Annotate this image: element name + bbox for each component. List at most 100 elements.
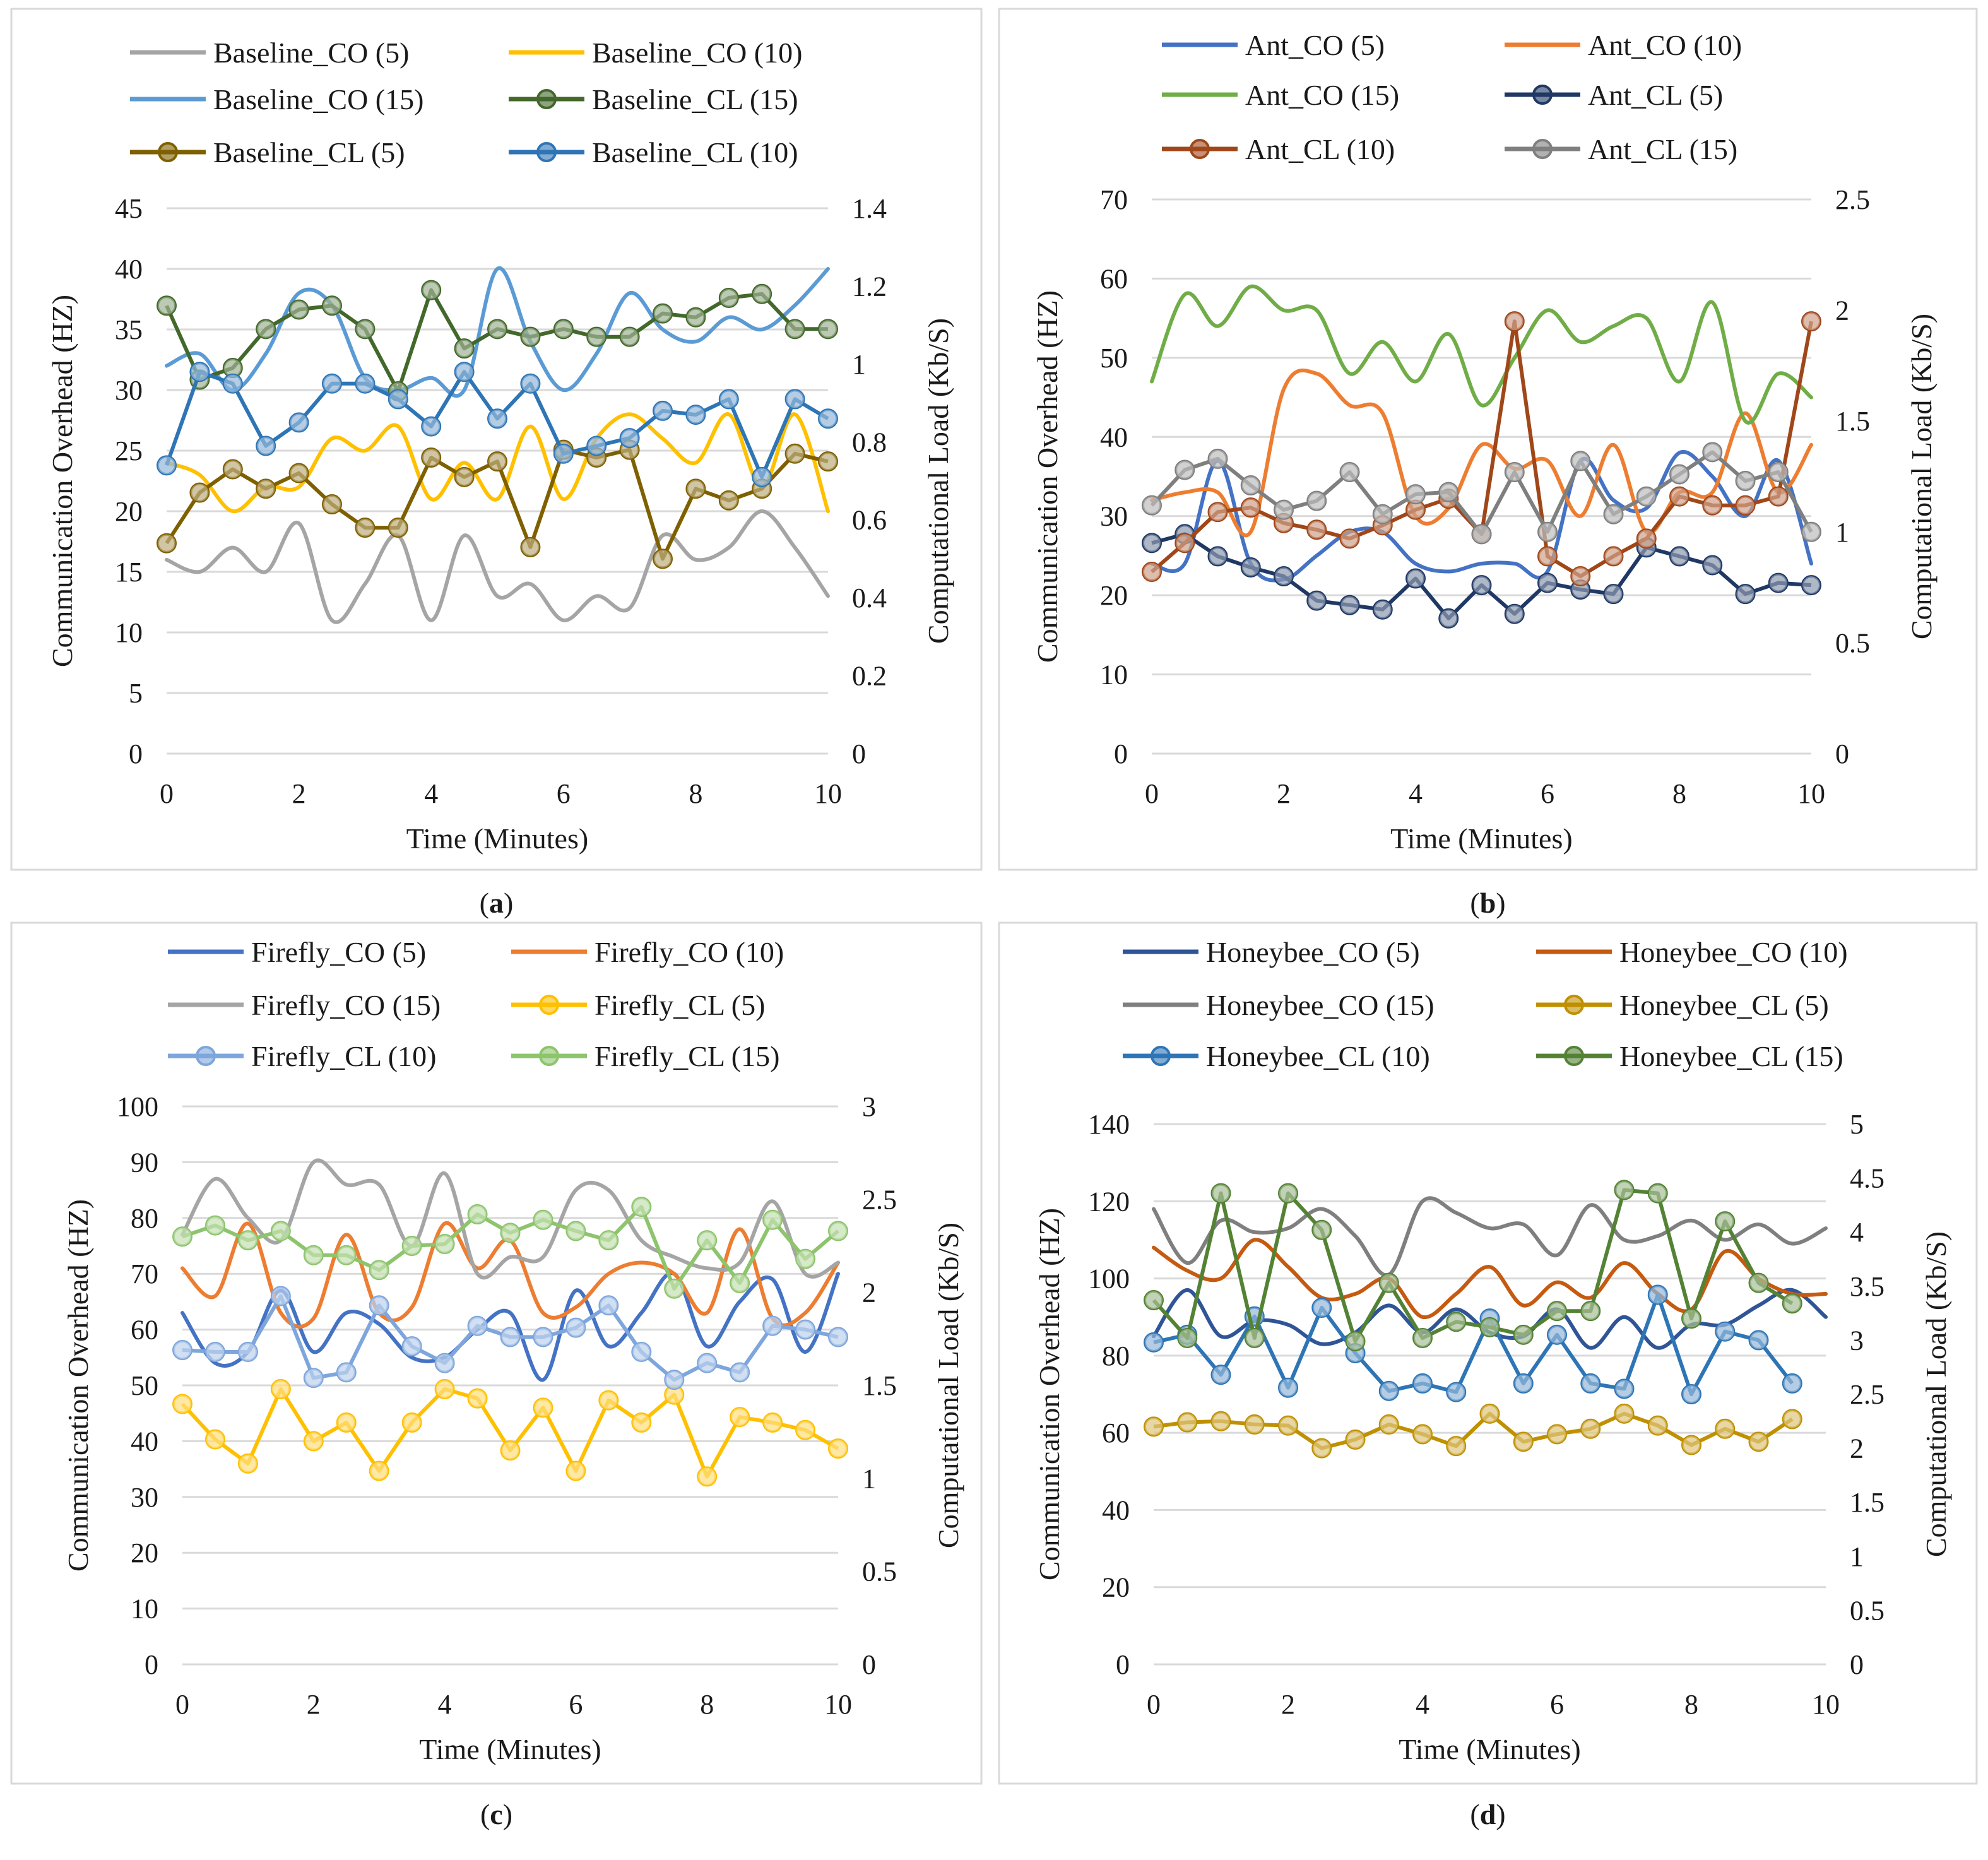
data-point-highlight: [271, 1380, 290, 1398]
legend-label: Firefly_CL (5): [595, 989, 765, 1021]
data-point-highlight: [1308, 521, 1326, 539]
data-point-highlight: [1241, 477, 1260, 495]
data-point: [586, 435, 607, 456]
legend-item-honeybee-cl-5: Honeybee_CL (5): [1536, 989, 1829, 1021]
data-point: [388, 389, 408, 410]
data-point-highlight: [290, 464, 308, 482]
data-point: [336, 1412, 357, 1433]
legend-marker: [1532, 139, 1553, 159]
data-point: [1174, 459, 1195, 480]
data-point-highlight: [796, 1421, 815, 1439]
y-right-tick-label: 2: [862, 1277, 876, 1308]
y-right-tick-label: 1.2: [852, 271, 887, 302]
data-point-highlight: [1176, 534, 1194, 552]
data-point-highlight: [206, 1342, 224, 1361]
y-left-tick-label: 100: [117, 1091, 158, 1122]
data-point-highlight: [239, 1454, 257, 1472]
data-point: [1537, 572, 1558, 593]
data-point-highlight: [632, 1198, 651, 1216]
caption-paren-open: (: [1470, 887, 1479, 919]
data-point-highlight: [1514, 1374, 1532, 1392]
legend-marker: [1564, 1046, 1584, 1066]
data-point: [1372, 504, 1393, 524]
data-point-highlight: [337, 1363, 355, 1382]
data-point-highlight: [1373, 505, 1392, 523]
data-point: [1603, 504, 1624, 524]
data-point: [237, 1341, 258, 1362]
data-point: [1244, 1327, 1265, 1348]
data-point: [401, 1336, 422, 1357]
data-point-highlight: [1671, 487, 1688, 506]
data-point: [598, 1295, 619, 1316]
data-point-highlight: [1683, 1385, 1700, 1403]
data-point: [256, 478, 276, 499]
data-point: [1614, 1378, 1635, 1399]
y-left-tick-label: 70: [1100, 184, 1128, 215]
legend-item-firefly-cl-10: Firefly_CL (10): [168, 1040, 436, 1072]
y-left-tick-label: 15: [115, 557, 143, 588]
data-point: [1446, 1382, 1467, 1402]
data-point-highlight: [1802, 523, 1820, 541]
data-point-highlight: [1548, 1302, 1566, 1320]
data-point: [1278, 1377, 1298, 1398]
legend-label: Ant_CO (10): [1588, 29, 1742, 61]
data-point: [586, 326, 607, 347]
y-left-tick-label: 60: [1100, 263, 1128, 294]
data-point: [762, 1209, 783, 1230]
data-point-highlight: [370, 1462, 388, 1480]
data-point: [1210, 1183, 1231, 1204]
data-point: [454, 466, 475, 487]
caption-letter: a: [489, 887, 504, 919]
legend-item-honeybee-co-10: Honeybee_CO (10): [1536, 936, 1848, 968]
data-point-highlight: [1176, 461, 1194, 479]
data-point-highlight: [719, 390, 738, 408]
data-point-highlight: [1671, 465, 1688, 483]
data-point-highlight: [1736, 496, 1754, 514]
series-line: [1152, 1188, 1794, 1344]
data-point-highlight: [1749, 1331, 1768, 1349]
data-point: [828, 1327, 848, 1348]
data-point-highlight: [356, 519, 374, 537]
data-point: [336, 1362, 357, 1383]
data-point-highlight: [1275, 501, 1293, 519]
y-right-tick-label: 3: [862, 1091, 876, 1122]
data-point-highlight: [422, 417, 441, 435]
data-point: [1479, 1403, 1500, 1424]
data-point-highlight: [1637, 487, 1655, 506]
data-point-highlight: [1143, 563, 1161, 581]
data-point-highlight: [1539, 523, 1556, 541]
data-point-highlight: [1749, 1274, 1768, 1292]
data-point: [1405, 568, 1426, 589]
data-point-highlight: [1380, 1415, 1398, 1433]
data-point-highlight: [698, 1354, 716, 1372]
data-point: [1715, 1321, 1736, 1342]
y-left-tick-label: 40: [131, 1426, 158, 1457]
series-firefly-co-10: [180, 1221, 840, 1329]
y-left-tick-label: 40: [115, 254, 143, 285]
data-point: [1438, 608, 1459, 629]
data-point-highlight: [1604, 585, 1623, 603]
legend-item-honeybee-cl-10: Honeybee_CL (10): [1123, 1040, 1430, 1072]
data-point: [565, 1460, 586, 1481]
data-point-highlight: [1178, 1329, 1197, 1347]
legend-item-ant-cl-5: Ant_CL (5): [1505, 79, 1723, 111]
data-point: [1702, 442, 1723, 463]
data-point: [1339, 461, 1360, 482]
data-point: [1603, 546, 1624, 567]
legend: Baseline_CO (5) Baseline_CO (10) Baseline_…: [130, 37, 802, 169]
data-point-highlight: [290, 413, 308, 432]
panel-frame: [10, 921, 983, 1785]
y-left-tick-label: 40: [1100, 422, 1128, 453]
y-left-axis-title: Communication Overhead (HZ): [1031, 290, 1063, 663]
data-point: [1210, 1411, 1231, 1431]
data-point-highlight: [1380, 1274, 1398, 1292]
y-left-axis-title: Communication Overhead (HZ): [1033, 1208, 1065, 1580]
legend-marker: [1532, 85, 1553, 105]
data-point: [784, 389, 805, 410]
panel-frame: [998, 921, 1978, 1785]
data-point: [1504, 311, 1525, 332]
x-tick-label: 2: [1281, 1689, 1295, 1720]
data-point: [1207, 502, 1228, 523]
panel-a: 0 5 10 15 20 25 30 35 40 45 0 0.2 0.4 0.6 0.8 1 1.2 1.4 0 2…: [10, 8, 983, 871]
data-point-highlight: [191, 363, 209, 381]
